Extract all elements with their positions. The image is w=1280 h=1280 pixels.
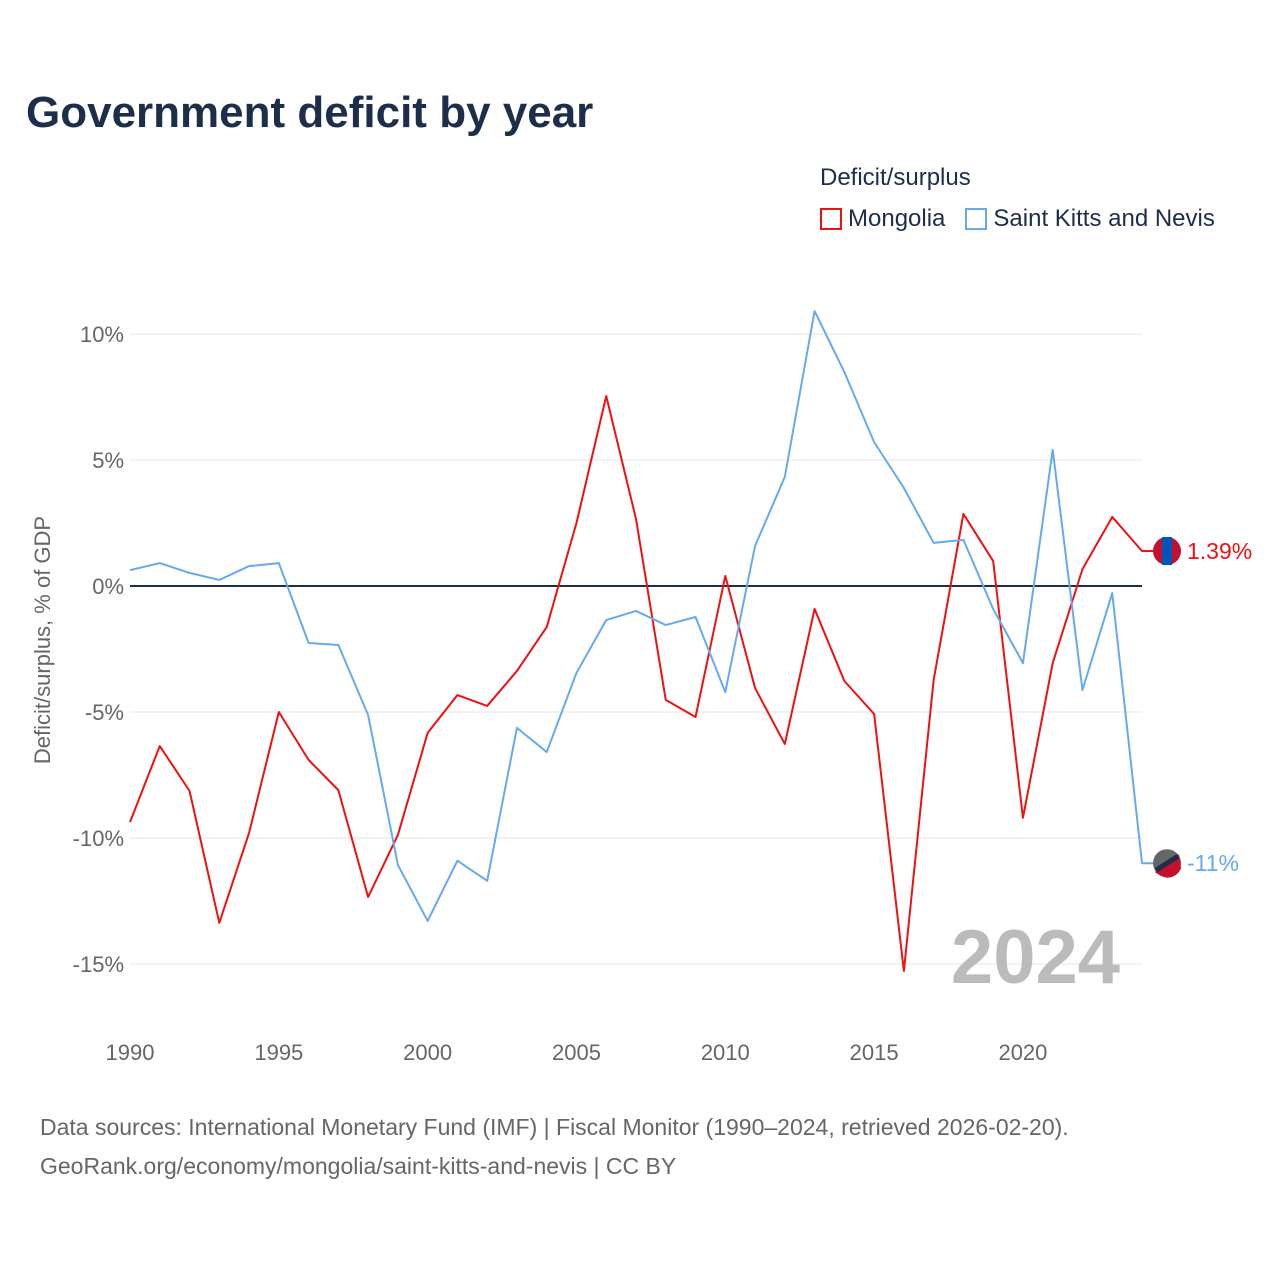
end-value-label: 1.39% [1187, 538, 1252, 564]
x-tick-label: 2015 [850, 1040, 899, 1065]
x-tick-label: 1990 [106, 1040, 155, 1065]
y-tick-label: 5% [92, 448, 124, 473]
x-tick-label: 2005 [552, 1040, 601, 1065]
y-axis-label: Deficit/surplus, % of GDP [30, 516, 55, 764]
series-line-saint-kitts-and-nevis [129, 310, 1155, 922]
source-line-1: Data sources: International Monetary Fun… [40, 1114, 1069, 1140]
y-tick-label: -10% [73, 826, 124, 851]
end-value-label: -11% [1187, 850, 1239, 876]
y-tick-label: 10% [80, 322, 124, 347]
legend-label: Saint Kitts and Nevis [993, 205, 1215, 232]
legend-label: Mongolia [848, 205, 946, 232]
y-tick-label: -5% [85, 700, 124, 725]
legend-swatch [820, 208, 842, 230]
legend-swatch [965, 208, 988, 230]
x-tick-label: 2010 [701, 1040, 750, 1065]
mongolia-flag-icon [1153, 536, 1181, 565]
legend-item-saint-kitts[interactable]: Saint Kitts and Nevis [965, 205, 1215, 233]
legend: Mongolia Saint Kitts and Nevis [820, 205, 1215, 233]
chart-title: Government deficit by year [26, 88, 594, 137]
year-watermark: 2024 [951, 915, 1120, 1000]
saint-kitts-flag-icon [1153, 849, 1181, 878]
x-tick-label: 1995 [254, 1040, 303, 1065]
x-tick-label: 2000 [403, 1040, 452, 1065]
y-tick-label: 0% [92, 574, 124, 599]
legend-item-mongolia[interactable]: Mongolia [820, 205, 945, 233]
series-line-mongolia [129, 394, 1155, 973]
x-tick-label: 2020 [998, 1040, 1047, 1065]
source-line-2[interactable]: GeoRank.org/economy/mongolia/saint-kitts… [40, 1153, 677, 1179]
y-tick-label: -15% [73, 952, 124, 977]
source-note: Data sources: International Monetary Fun… [40, 1108, 1069, 1186]
legend-title: Deficit/surplus [820, 164, 971, 191]
